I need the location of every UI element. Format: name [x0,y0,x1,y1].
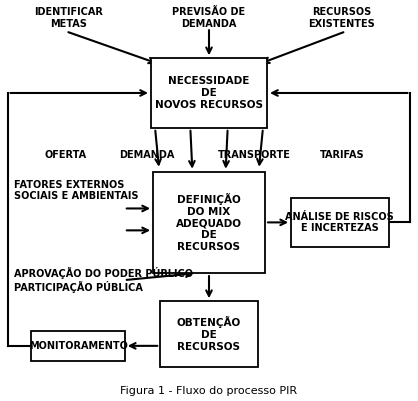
FancyBboxPatch shape [160,301,258,367]
Text: IDENTIFICAR
METAS: IDENTIFICAR METAS [35,7,104,29]
Text: ANÁLISE DE RISCOS
E INCERTEZAS: ANÁLISE DE RISCOS E INCERTEZAS [285,212,394,233]
Text: NECESSIDADE
DE
NOVOS RECURSOS: NECESSIDADE DE NOVOS RECURSOS [155,76,263,109]
Text: FATORES EXTERNOS
SOCIAIS E AMBIENTAIS: FATORES EXTERNOS SOCIAIS E AMBIENTAIS [14,180,138,201]
Text: DEFINIÇÃO
DO MIX
ADEQUADO
DE
RECURSOS: DEFINIÇÃO DO MIX ADEQUADO DE RECURSOS [176,193,242,252]
Text: RECURSOS
EXISTENTES: RECURSOS EXISTENTES [308,7,375,29]
FancyBboxPatch shape [291,198,389,247]
FancyBboxPatch shape [151,58,267,128]
Text: OBTENÇÃO
DE
RECURSOS: OBTENÇÃO DE RECURSOS [177,316,241,352]
Text: PREVISÃO DE
DEMANDA: PREVISÃO DE DEMANDA [173,7,245,29]
Text: APROVAÇÃO DO PODER PÚBLICO
PARTICIPAÇÃO PÚBLICA: APROVAÇÃO DO PODER PÚBLICO PARTICIPAÇÃO … [14,267,193,293]
Text: DEMANDA: DEMANDA [119,150,174,160]
Text: Figura 1 - Fluxo do processo PIR: Figura 1 - Fluxo do processo PIR [120,386,298,396]
Text: MONITORAMENTO: MONITORAMENTO [29,341,127,351]
Text: TARIFAS: TARIFAS [319,150,364,160]
FancyBboxPatch shape [153,172,265,273]
Text: OFERTA: OFERTA [45,150,87,160]
FancyBboxPatch shape [31,331,125,361]
Text: TRANSPORTE: TRANSPORTE [218,150,291,160]
